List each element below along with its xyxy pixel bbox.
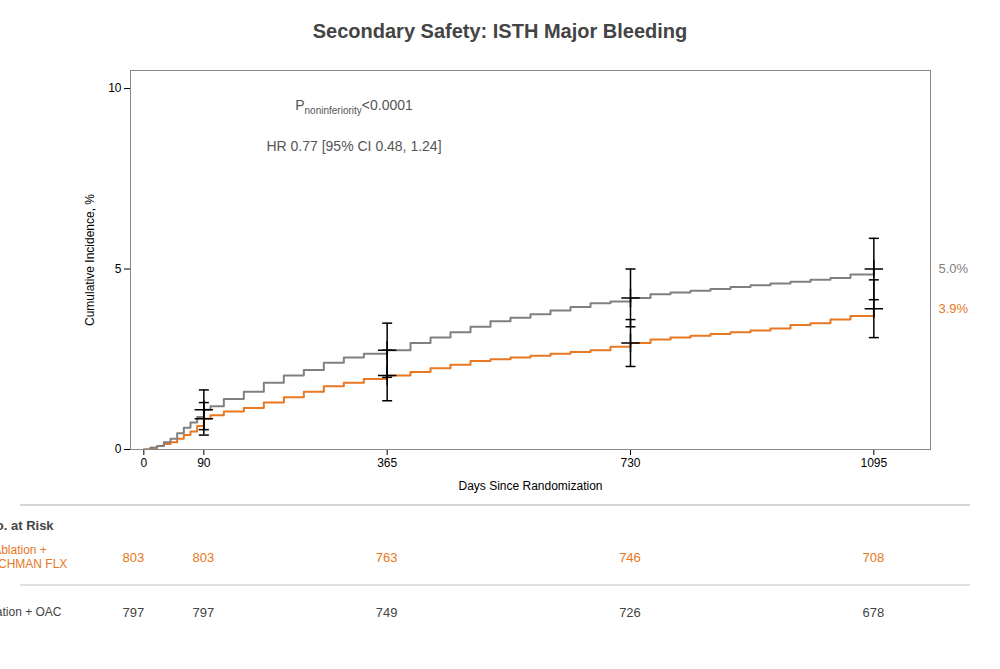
svg-text:Cumulative Incidence, %: Cumulative Incidence, %	[83, 194, 97, 326]
svg-text:365: 365	[377, 456, 397, 470]
svg-text:0: 0	[115, 442, 122, 456]
svg-text:Days Since Randomization: Days Since Randomization	[458, 479, 602, 493]
svg-text:Pnoninferiority<0.0001: Pnoninferiority<0.0001	[295, 97, 413, 116]
svg-text:763: 763	[376, 550, 398, 565]
svg-text:Ablation + OAC: Ablation + OAC	[0, 605, 62, 619]
svg-text:749: 749	[376, 605, 398, 620]
svg-text:803: 803	[192, 550, 214, 565]
svg-text:Ablation +WATCHMAN FLX: Ablation +WATCHMAN FLX	[0, 543, 67, 571]
svg-text:708: 708	[862, 550, 884, 565]
svg-text:797: 797	[192, 605, 214, 620]
svg-text:1095: 1095	[860, 456, 887, 470]
svg-text:803: 803	[122, 550, 144, 565]
svg-text:678: 678	[862, 605, 884, 620]
svg-text:Secondary Safety: ISTH Major B: Secondary Safety: ISTH Major Bleeding	[313, 20, 688, 42]
svg-text:10: 10	[108, 81, 122, 95]
svg-text:0: 0	[140, 456, 147, 470]
svg-text:No. at Risk: No. at Risk	[0, 518, 54, 533]
svg-text:730: 730	[620, 456, 640, 470]
svg-text:5.0%: 5.0%	[939, 261, 969, 276]
svg-text:746: 746	[619, 550, 641, 565]
svg-text:90: 90	[197, 456, 211, 470]
svg-text:726: 726	[619, 605, 641, 620]
svg-text:HR 0.77 [95% CI 0.48, 1.24]: HR 0.77 [95% CI 0.48, 1.24]	[266, 138, 441, 154]
svg-text:5: 5	[115, 262, 122, 276]
svg-text:797: 797	[122, 605, 144, 620]
svg-text:3.9%: 3.9%	[939, 301, 969, 316]
